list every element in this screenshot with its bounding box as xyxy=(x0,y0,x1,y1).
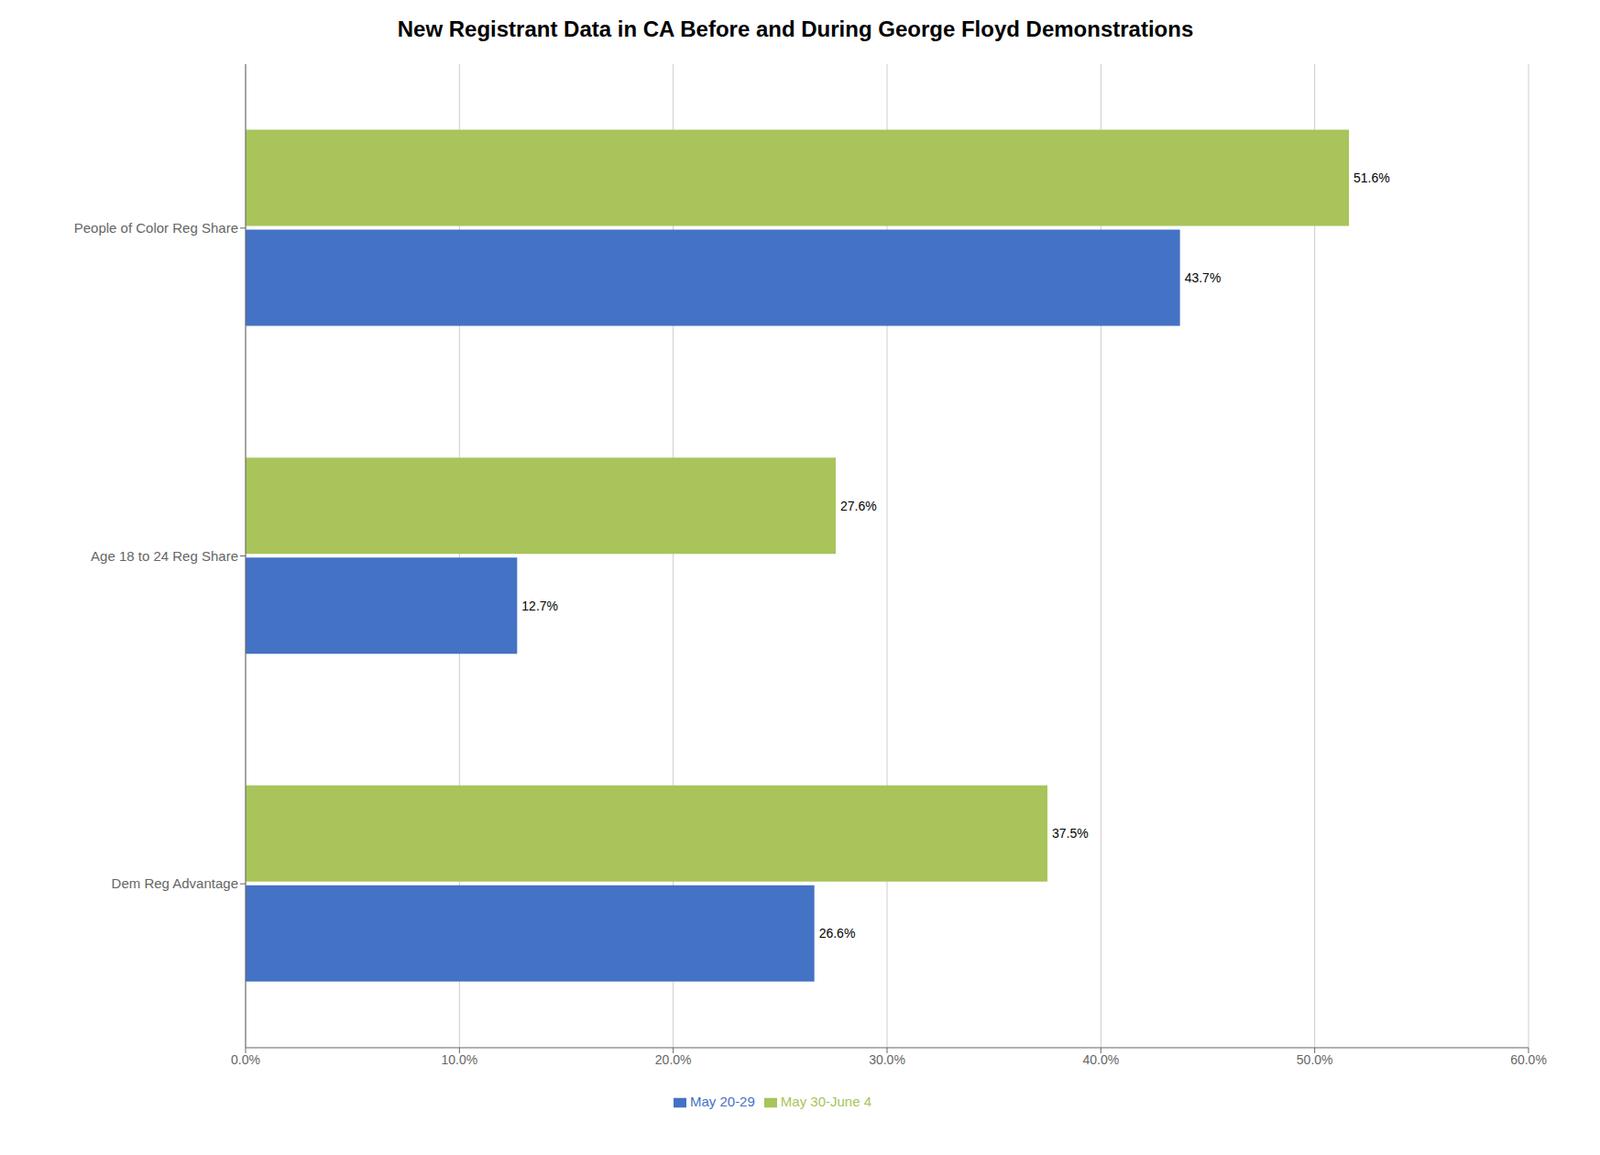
svg-text:50.0%: 50.0% xyxy=(1296,1052,1334,1067)
svg-text:0.0%: 0.0% xyxy=(230,1052,261,1067)
svg-text:37.5%: 37.5% xyxy=(1052,825,1089,841)
svg-text:People of Color Reg Share: People of Color Reg Share xyxy=(74,219,239,236)
svg-text:26.6%: 26.6% xyxy=(819,925,856,941)
html-text:May 30-June 4: May 30-June 4 xyxy=(780,1093,872,1109)
svg-text:30.0%: 30.0% xyxy=(868,1052,906,1067)
svg-text:20.0%: 20.0% xyxy=(655,1052,692,1067)
svg-text:60.0%: 60.0% xyxy=(1510,1052,1547,1067)
html-text:New Registrant Data in CA Befo: New Registrant Data in CA Before and Dur… xyxy=(397,16,1194,42)
svg-text:Dem Reg Advantage: Dem Reg Advantage xyxy=(111,875,239,891)
svg-text:40.0%: 40.0% xyxy=(1082,1052,1119,1067)
svg-text:10.0%: 10.0% xyxy=(440,1052,478,1067)
svg-text:12.7%: 12.7% xyxy=(521,598,559,614)
svg-text:Age 18 to 24 Reg Share: Age 18 to 24 Reg Share xyxy=(90,547,239,564)
svg-text:27.6%: 27.6% xyxy=(840,498,877,514)
html-text:May 20-29: May 20-29 xyxy=(689,1093,755,1109)
svg-text:43.7%: 43.7% xyxy=(1184,270,1222,285)
svg-text:51.6%: 51.6% xyxy=(1353,170,1391,186)
